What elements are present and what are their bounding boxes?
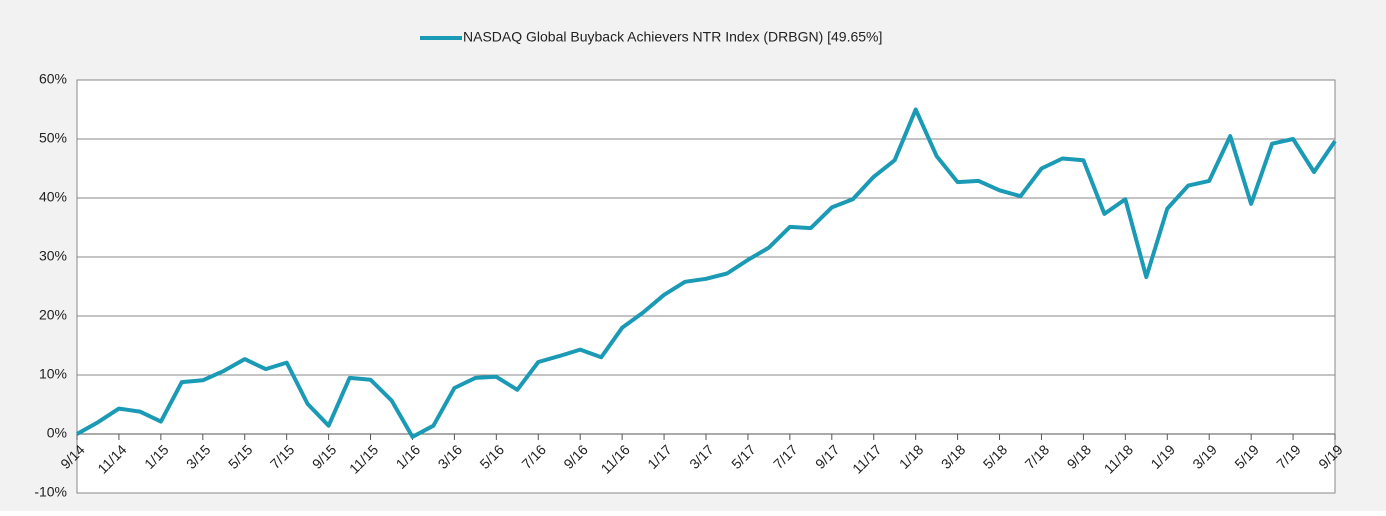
y-tick-label: 40% xyxy=(39,189,67,205)
line-series xyxy=(76,107,1337,439)
y-tick-label: -10% xyxy=(34,484,67,500)
y-tick-label: 0% xyxy=(47,425,67,441)
y-tick-label: 10% xyxy=(39,366,67,382)
y-tick-label: 30% xyxy=(39,248,67,264)
y-tick-label: 50% xyxy=(39,130,67,146)
legend-label: NASDAQ Global Buyback Achievers NTR Inde… xyxy=(463,29,882,45)
y-tick-label: 20% xyxy=(39,307,67,323)
plot-border xyxy=(76,79,1336,494)
y-tick-label: 60% xyxy=(39,71,67,87)
plot-area xyxy=(77,80,1335,493)
